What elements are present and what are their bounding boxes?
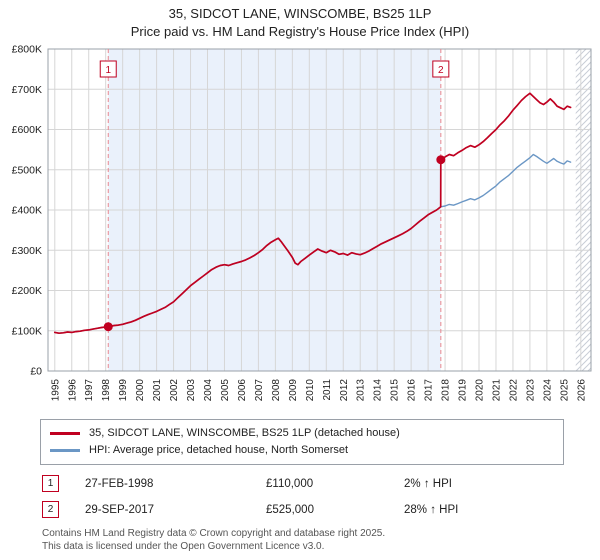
x-tick-label: 2021: [491, 379, 502, 402]
sale-numbox-2: [432, 60, 450, 78]
sale-1-price: £110,000: [266, 477, 314, 490]
property-price-line: [53, 92, 572, 335]
x-tick-label: 2015: [390, 379, 401, 402]
page-title: 35, SIDCOT LANE, WINSCOMBE, BS25 1LP: [168, 6, 432, 21]
x-tick-label: 2023: [525, 379, 536, 402]
y-tick-label: £200K: [12, 285, 42, 297]
sale-marker-2: [436, 155, 446, 165]
x-tick-label: 2026: [576, 379, 587, 402]
sale-annotations: 1 27-FEB-1998 £110,000 2% ↑ HPI 2 29-SEP…: [42, 475, 600, 518]
x-tick-label: 2022: [508, 379, 519, 402]
legend-item-hpi: HPI: Average price, detached house, Nort…: [50, 442, 554, 459]
legend-label-property: 35, SIDCOT LANE, WINSCOMBE, BS25 1LP (de…: [89, 427, 400, 439]
sale-2-numbox: 2: [42, 501, 59, 518]
x-tick-label: 2014: [373, 379, 384, 402]
legend-label-hpi: HPI: Average price, detached house, Nort…: [89, 444, 349, 456]
y-tick-label: £0: [30, 366, 42, 378]
x-tick-label: 1999: [118, 379, 129, 402]
sale-1-hpi-change: 2% ↑ HPI: [404, 477, 452, 490]
y-tick-label: £500K: [12, 164, 42, 176]
legend-item-property: 35, SIDCOT LANE, WINSCOMBE, BS25 1LP (de…: [50, 425, 554, 442]
x-tick-label: 2019: [458, 379, 469, 402]
x-tick-label: 1996: [67, 379, 78, 402]
sale-2-price: £525,000: [266, 503, 314, 516]
sale-1-numbox: 1: [42, 475, 59, 492]
x-tick-label: 2024: [542, 379, 553, 402]
x-tick-label: 2010: [305, 379, 316, 402]
y-tick-label: £400K: [12, 205, 42, 217]
chart-titles: 35, SIDCOT LANE, WINSCOMBE, BS25 1LP Pri…: [0, 0, 600, 39]
price-history-chart: 1 2 £0 £100K £200K £300K £400K £500K £600K £700K £…: [12, 44, 592, 402]
sale-2-date: 29-SEP-2017: [85, 503, 155, 516]
x-tick-label: 1997: [84, 379, 95, 402]
x-tick-label: 2006: [237, 379, 248, 402]
y-tick-label: £700K: [12, 84, 42, 96]
page-subtitle: Price paid vs. HM Land Registry's House …: [130, 24, 470, 39]
x-tick-label: 2009: [288, 379, 299, 402]
x-tick-label: 1998: [101, 379, 112, 402]
sale-numbox-label-1: 1: [105, 65, 111, 76]
sale-marker-1: [103, 322, 113, 332]
y-tick-label: £300K: [12, 245, 42, 257]
x-tick-label: 2000: [135, 379, 146, 402]
x-tick-label: 2008: [271, 379, 282, 402]
x-tick-label: 2025: [559, 379, 570, 402]
x-tick-label: 2002: [169, 379, 180, 402]
y-tick-label: £800K: [12, 44, 42, 56]
sale-1-date: 27-FEB-1998: [85, 477, 154, 490]
sale-numbox-label-2: 2: [438, 65, 444, 76]
sale-annotation-2: 2 29-SEP-2017 £525,000 28% ↑ HPI: [42, 501, 600, 518]
chart-legend: 35, SIDCOT LANE, WINSCOMBE, BS25 1LP (de…: [40, 419, 564, 465]
y-tick-label: £600K: [12, 124, 42, 136]
legend-line-blue: [50, 449, 80, 452]
x-tick-label: 2017: [424, 379, 435, 402]
sale-annotation-1: 1 27-FEB-1998 £110,000 2% ↑ HPI: [42, 475, 600, 492]
copyright-footer: Contains HM Land Registry data © Crown c…: [42, 527, 600, 553]
y-tick-label: £100K: [12, 325, 42, 337]
sale-numbox-1: [99, 60, 117, 78]
x-tick-label: 2016: [407, 379, 418, 402]
x-tick-label: 2005: [220, 379, 231, 402]
x-tick-label: 2018: [441, 379, 452, 402]
x-tick-label: 2020: [475, 379, 486, 402]
sale-2-hpi-change: 28% ↑ HPI: [404, 503, 459, 516]
footer-line-1: Contains HM Land Registry data © Crown c…: [42, 528, 386, 539]
x-tick-label: 2013: [356, 379, 367, 402]
footer-line-2: This data is licensed under the Open Gov…: [42, 541, 325, 552]
x-tick-label: 2011: [322, 379, 333, 401]
x-tick-label: 2007: [254, 379, 265, 402]
x-tick-label: 2001: [152, 379, 163, 402]
x-tick-label: 2004: [203, 379, 214, 402]
x-tick-label: 2012: [339, 379, 350, 402]
plot-border: [47, 48, 592, 372]
legend-line-red: [50, 432, 80, 435]
x-tick-label: 1995: [50, 379, 61, 402]
x-tick-label: 2003: [186, 379, 197, 402]
